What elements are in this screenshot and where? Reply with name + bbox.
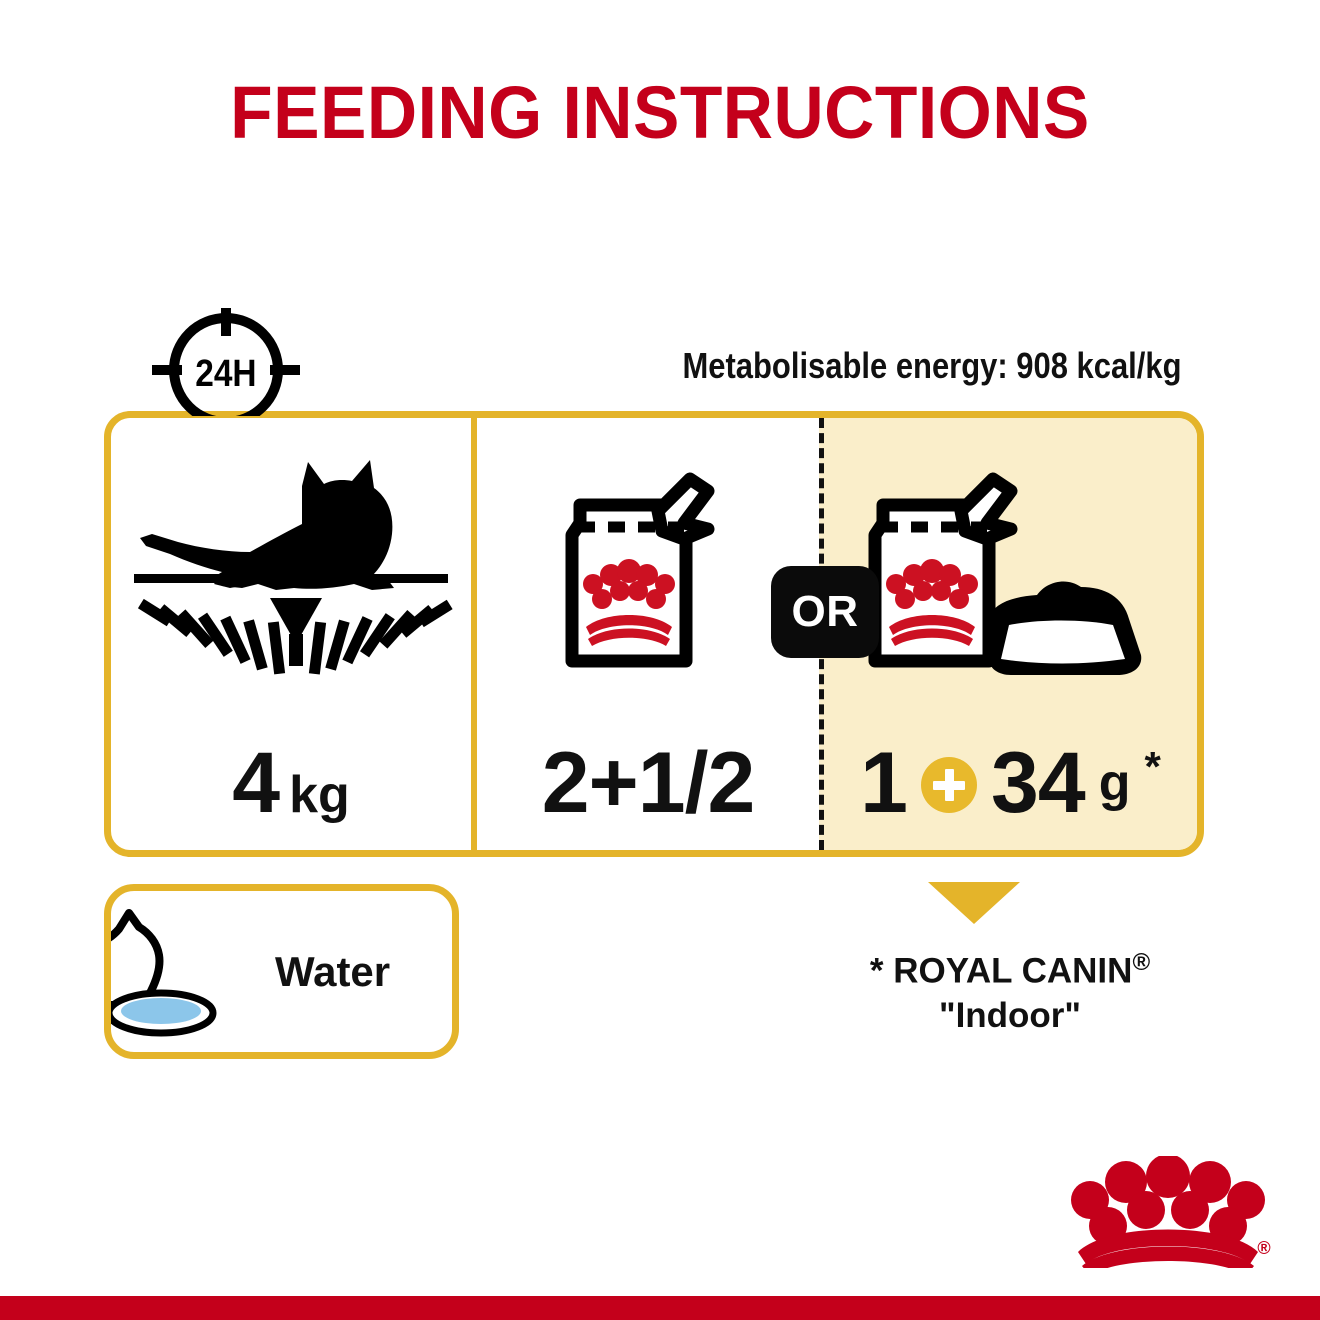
footnote-line2: "Indoor" — [938, 996, 1082, 1036]
crown-logo-icon — [1071, 1156, 1265, 1268]
dry-grams-number: 34 — [991, 735, 1086, 831]
food-bowl-icon — [986, 581, 1141, 675]
cat-on-scale-icon — [111, 418, 471, 718]
cat-weight-value: 4 kg — [111, 740, 471, 826]
footnote-arrow-icon — [928, 882, 1020, 924]
feeding-table: 4 kg — [104, 411, 1204, 857]
pouch-and-bowl-icon — [824, 418, 1197, 718]
clock-badge-label: 24H — [195, 352, 256, 394]
pouch-number: 2+1/2 — [541, 735, 756, 831]
column-cat-weight: 4 kg — [111, 418, 471, 850]
water-label: Water — [275, 947, 391, 995]
column-pouch-only: 2+1/2 — [471, 418, 819, 850]
cat-drinking-water-icon — [111, 891, 261, 1052]
water-note-box: Water — [104, 884, 459, 1059]
registered-mark: ® — [1132, 949, 1151, 976]
royal-canin-logo: ® — [1068, 1156, 1278, 1268]
or-separator-badge: OR — [771, 566, 879, 658]
pouch-plus-dry-value: 1 34 g * — [824, 740, 1197, 826]
footer-bar — [0, 1296, 1320, 1320]
metabolisable-energy-text: Metabolisable energy: 908 kcal/kg — [682, 345, 1182, 386]
page-title: FEEDING INSTRUCTIONS — [230, 71, 1090, 154]
footnote-line1: * ROYAL CANIN — [869, 951, 1133, 991]
registered-mark: ® — [1257, 1238, 1270, 1258]
crown-logo-icon — [583, 559, 675, 646]
weight-unit: kg — [289, 766, 350, 824]
footnote-text: * ROYAL CANIN® "Indoor" — [800, 948, 1220, 1039]
clock-icon — [152, 308, 300, 416]
weight-number: 4 — [232, 735, 280, 831]
column-pouch-plus-dry: 1 34 g * — [819, 418, 1197, 850]
plus-icon — [921, 757, 978, 813]
crown-logo-icon — [885, 559, 978, 646]
dry-grams-unit: g — [1098, 754, 1131, 812]
pouch-number: 1 — [860, 735, 908, 831]
clock-24h-badge: 24H — [152, 308, 300, 416]
pouch-count-value: 2+1/2 — [477, 740, 819, 826]
food-pouch-icon — [477, 418, 819, 718]
footnote-marker: * — [1144, 743, 1161, 790]
